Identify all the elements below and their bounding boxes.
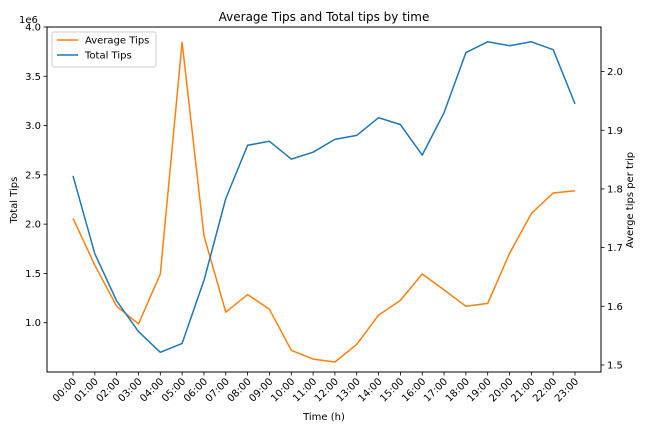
left-y-tick-label: 2.5 (25, 170, 41, 181)
left-y-tick-label: 2.0 (25, 220, 41, 231)
x-tick-label: 02:00 (95, 376, 123, 404)
x-tick-label: 22:00 (531, 376, 559, 404)
legend: Average Tips Total Tips (51, 31, 157, 68)
right-y-tick-label: 1.6 (607, 302, 623, 313)
left-y-tick-label: 3.5 (25, 72, 41, 83)
legend-label: Total Tips (84, 51, 132, 62)
x-axis-label: Time (h) (302, 412, 345, 423)
left-y-axis: 1.0 1.5 2.0 2.5 3.0 3.5 4.0 (25, 23, 47, 329)
x-tick-label: 20:00 (487, 376, 515, 404)
x-axis: 00:0001:0002:0003:0004:0005:0006:0007:00… (51, 372, 581, 405)
x-tick-label: 17:00 (422, 376, 450, 404)
x-tick-label: 23:00 (553, 376, 581, 404)
right-y-tick-label: 1.7 (607, 243, 623, 254)
x-tick-label: 05:00 (160, 376, 188, 404)
x-tick-label: 16:00 (400, 376, 428, 404)
series-line-total-tips (72, 41, 576, 354)
legend-label: Average Tips (85, 36, 149, 47)
left-axis-offset-label: 1e6 (19, 15, 38, 26)
left-y-tick-label: 1.5 (25, 269, 41, 280)
x-tick-label: 03:00 (116, 376, 144, 404)
x-tick-label: 21:00 (509, 376, 537, 404)
chart-title: Average Tips and Total tips by time (219, 10, 430, 24)
series-lines (72, 41, 576, 363)
x-tick-label: 04:00 (138, 376, 166, 404)
left-y-tick-label: 3.0 (25, 121, 41, 132)
x-tick-label: 15:00 (378, 376, 406, 404)
right-y-axis-label: Averge tips per trip (625, 152, 636, 248)
right-y-axis: 1.5 1.6 1.7 1.8 1.9 2.0 (601, 67, 623, 371)
right-y-tick-label: 1.5 (607, 360, 623, 371)
x-tick-label: 10:00 (269, 376, 297, 404)
series-line-average-tips (72, 41, 576, 363)
right-y-tick-label: 1.9 (607, 126, 623, 137)
x-tick-label: 11:00 (291, 376, 319, 404)
plot-frame (46, 26, 602, 373)
x-tick-label: 19:00 (466, 376, 494, 404)
right-y-tick-label: 1.8 (607, 184, 623, 195)
x-tick-label: 07:00 (204, 376, 232, 404)
x-tick-label: 18:00 (444, 376, 472, 404)
right-y-tick-label: 2.0 (607, 67, 623, 78)
x-tick-label: 13:00 (335, 376, 363, 404)
x-tick-label: 08:00 (226, 376, 254, 404)
left-y-tick-label: 1.0 (25, 318, 41, 329)
left-y-axis-label: Total Tips (9, 177, 20, 225)
x-tick-label: 00:00 (51, 376, 79, 404)
x-tick-label: 09:00 (247, 376, 275, 404)
x-tick-label: 12:00 (313, 376, 341, 404)
x-tick-label: 01:00 (73, 376, 101, 404)
left-y-tick-label: 4.0 (25, 23, 41, 34)
x-tick-label: 14:00 (357, 376, 385, 404)
x-tick-label: 06:00 (182, 376, 210, 404)
